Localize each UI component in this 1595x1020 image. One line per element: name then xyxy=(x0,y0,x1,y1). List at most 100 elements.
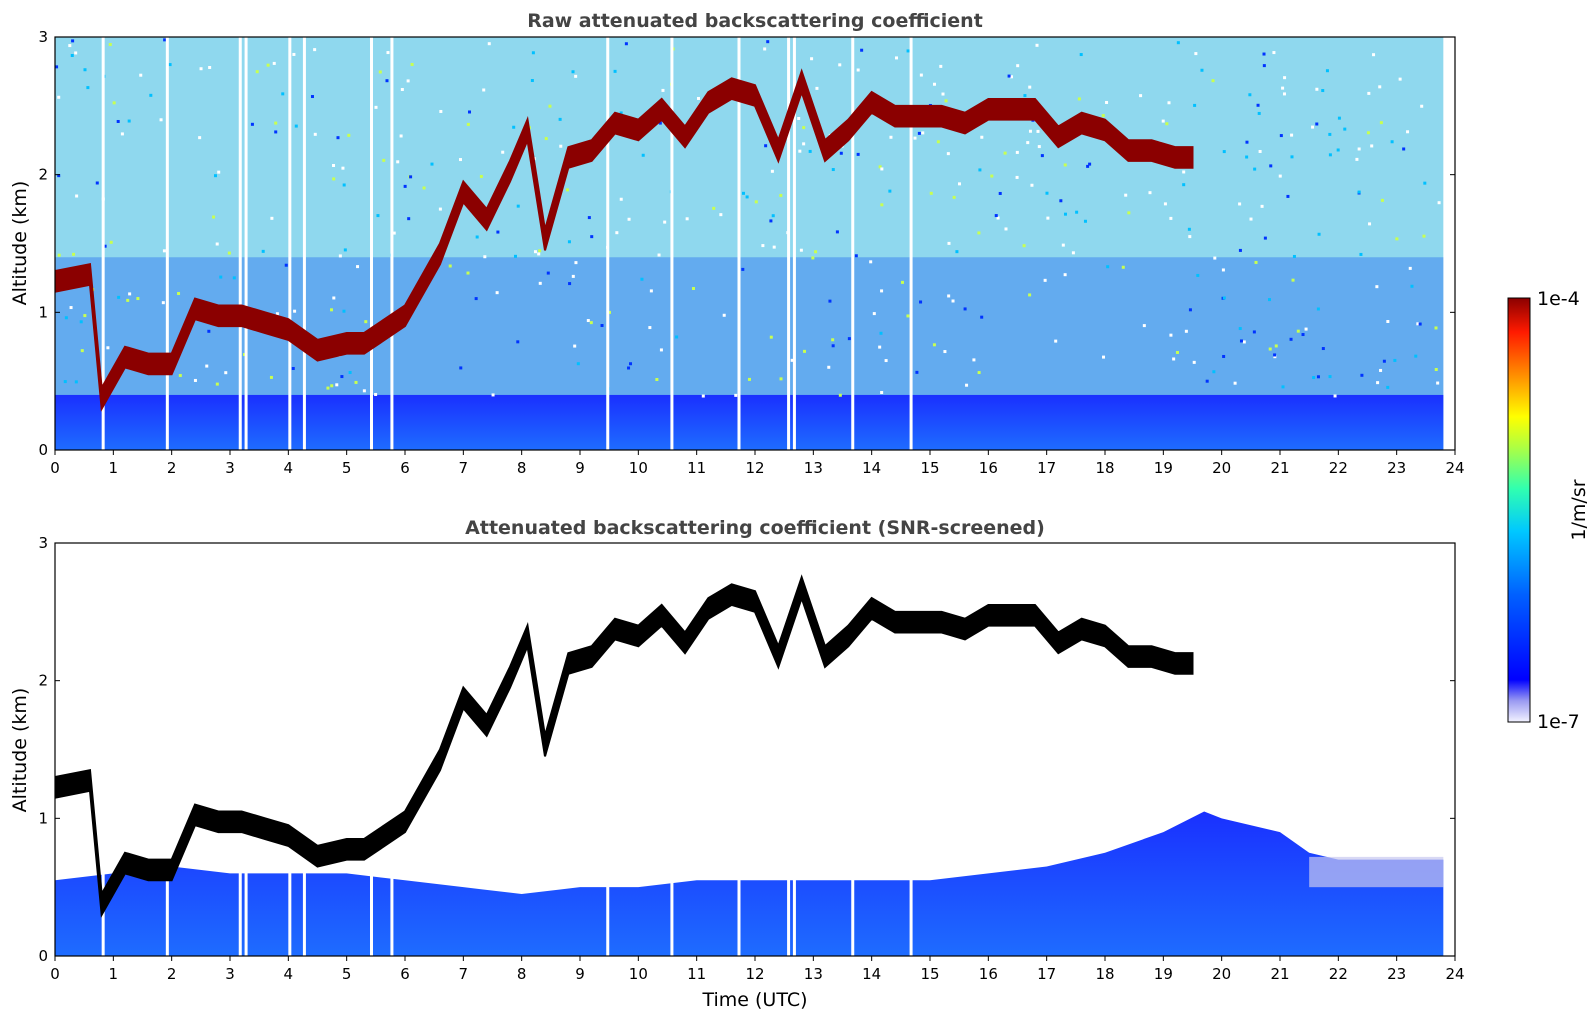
noise-speckle xyxy=(1301,333,1305,337)
noise-speckle xyxy=(568,282,572,286)
noise-speckle xyxy=(208,65,212,69)
noise-speckle xyxy=(376,214,380,218)
missing-data-stripe xyxy=(244,37,248,450)
noise-speckle xyxy=(831,338,835,342)
noise-speckle xyxy=(1316,307,1320,311)
noise-speckle xyxy=(116,119,120,123)
noise-speckle xyxy=(947,294,951,298)
x-tick-label: 10 xyxy=(629,459,648,477)
noise-speckle xyxy=(1028,293,1032,297)
noise-speckle xyxy=(624,42,628,46)
noise-speckle xyxy=(932,82,936,86)
noise-speckle xyxy=(1106,265,1110,269)
noise-speckle xyxy=(57,95,61,99)
noise-speckle xyxy=(1343,127,1347,131)
noise-speckle xyxy=(127,119,131,123)
x-tick-label: 1 xyxy=(109,459,119,477)
noise-speckle xyxy=(827,365,831,369)
noise-speckle xyxy=(1161,119,1165,123)
noise-speckle xyxy=(1079,53,1083,57)
noise-speckle xyxy=(177,292,181,296)
noise-speckle xyxy=(162,249,166,253)
x-tick-label: 20 xyxy=(1212,459,1231,477)
noise-speckle xyxy=(407,217,411,221)
noise-speckle xyxy=(1402,147,1406,151)
noise-speckle xyxy=(57,174,61,178)
noise-speckle xyxy=(1263,236,1267,240)
noise-speckle xyxy=(313,132,317,136)
missing-data-stripe xyxy=(787,543,791,956)
noise-speckle xyxy=(810,57,814,61)
noise-speckle xyxy=(1437,201,1441,205)
noise-speckle xyxy=(1321,89,1325,93)
noise-speckle xyxy=(769,335,773,339)
noise-speckle xyxy=(965,383,969,387)
noise-speckle xyxy=(955,250,959,254)
noise-speckle xyxy=(1184,329,1188,333)
panel-screened-y-axis-label: Altitude (km) xyxy=(9,688,31,813)
noise-speckle xyxy=(533,250,537,254)
noise-speckle xyxy=(1316,375,1320,379)
noise-speckle xyxy=(963,307,967,311)
x-tick-label: 8 xyxy=(517,459,527,477)
noise-speckle xyxy=(771,214,775,218)
noise-speckle xyxy=(409,175,413,179)
noise-speckle xyxy=(1061,243,1065,247)
noise-speckle xyxy=(919,300,923,304)
noise-speckle xyxy=(590,235,594,239)
noise-speckle xyxy=(1380,198,1384,202)
noise-speckle xyxy=(1045,191,1049,195)
noise-speckle xyxy=(888,189,892,193)
noise-speckle xyxy=(1188,235,1192,239)
noise-speckle xyxy=(701,394,705,398)
noise-speckle xyxy=(108,43,112,47)
x-tick-label: 12 xyxy=(745,965,764,983)
noise-speckle xyxy=(495,291,499,295)
noise-speckle xyxy=(95,181,99,185)
noise-speckle xyxy=(1393,358,1397,362)
noise-speckle xyxy=(313,48,317,52)
x-tick-label: 16 xyxy=(979,965,998,983)
noise-speckle xyxy=(838,63,842,67)
noise-speckle xyxy=(1278,174,1282,178)
noise-speckle xyxy=(1317,232,1321,236)
noise-speckle xyxy=(880,289,884,293)
noise-speckle xyxy=(900,280,904,284)
noise-speckle xyxy=(1315,122,1319,126)
missing-data-stripe xyxy=(238,37,242,450)
noise-speckle xyxy=(1249,217,1253,221)
x-tick-label: 7 xyxy=(459,965,469,983)
missing-data-stripe xyxy=(787,37,791,450)
x-tick-label: 10 xyxy=(629,965,648,983)
noise-speckle xyxy=(1360,373,1364,377)
noise-speckle xyxy=(1121,265,1125,269)
noise-speckle xyxy=(1063,273,1067,277)
noise-speckle xyxy=(1043,278,1047,282)
noise-speckle xyxy=(1077,97,1081,101)
noise-speckle xyxy=(649,289,653,293)
x-tick-label: 9 xyxy=(575,965,585,983)
noise-speckle xyxy=(403,184,407,188)
noise-speckle xyxy=(1272,51,1276,55)
noise-speckle xyxy=(250,122,254,126)
noise-speckle xyxy=(600,324,604,328)
missing-data-stripe xyxy=(101,543,105,956)
noise-speckle xyxy=(1357,190,1361,194)
boundary-layer-faint xyxy=(1309,856,1444,888)
noise-speckle xyxy=(978,168,982,172)
noise-speckle xyxy=(544,137,548,141)
x-tick-label: 23 xyxy=(1387,459,1406,477)
noise-speckle xyxy=(574,261,578,265)
noise-speckle xyxy=(291,366,295,370)
panel-screened-x-axis-label: Time (UTC) xyxy=(701,989,807,1011)
noise-speckle xyxy=(243,353,247,357)
aerosol-layer xyxy=(55,394,1444,450)
noise-speckle xyxy=(310,95,314,99)
x-tick-label: 19 xyxy=(1154,965,1173,983)
noise-speckle xyxy=(675,335,679,339)
missing-data-stripe xyxy=(370,543,373,956)
noise-speckle xyxy=(466,122,470,126)
noise-speckle xyxy=(438,207,442,211)
noise-speckle xyxy=(199,67,203,71)
